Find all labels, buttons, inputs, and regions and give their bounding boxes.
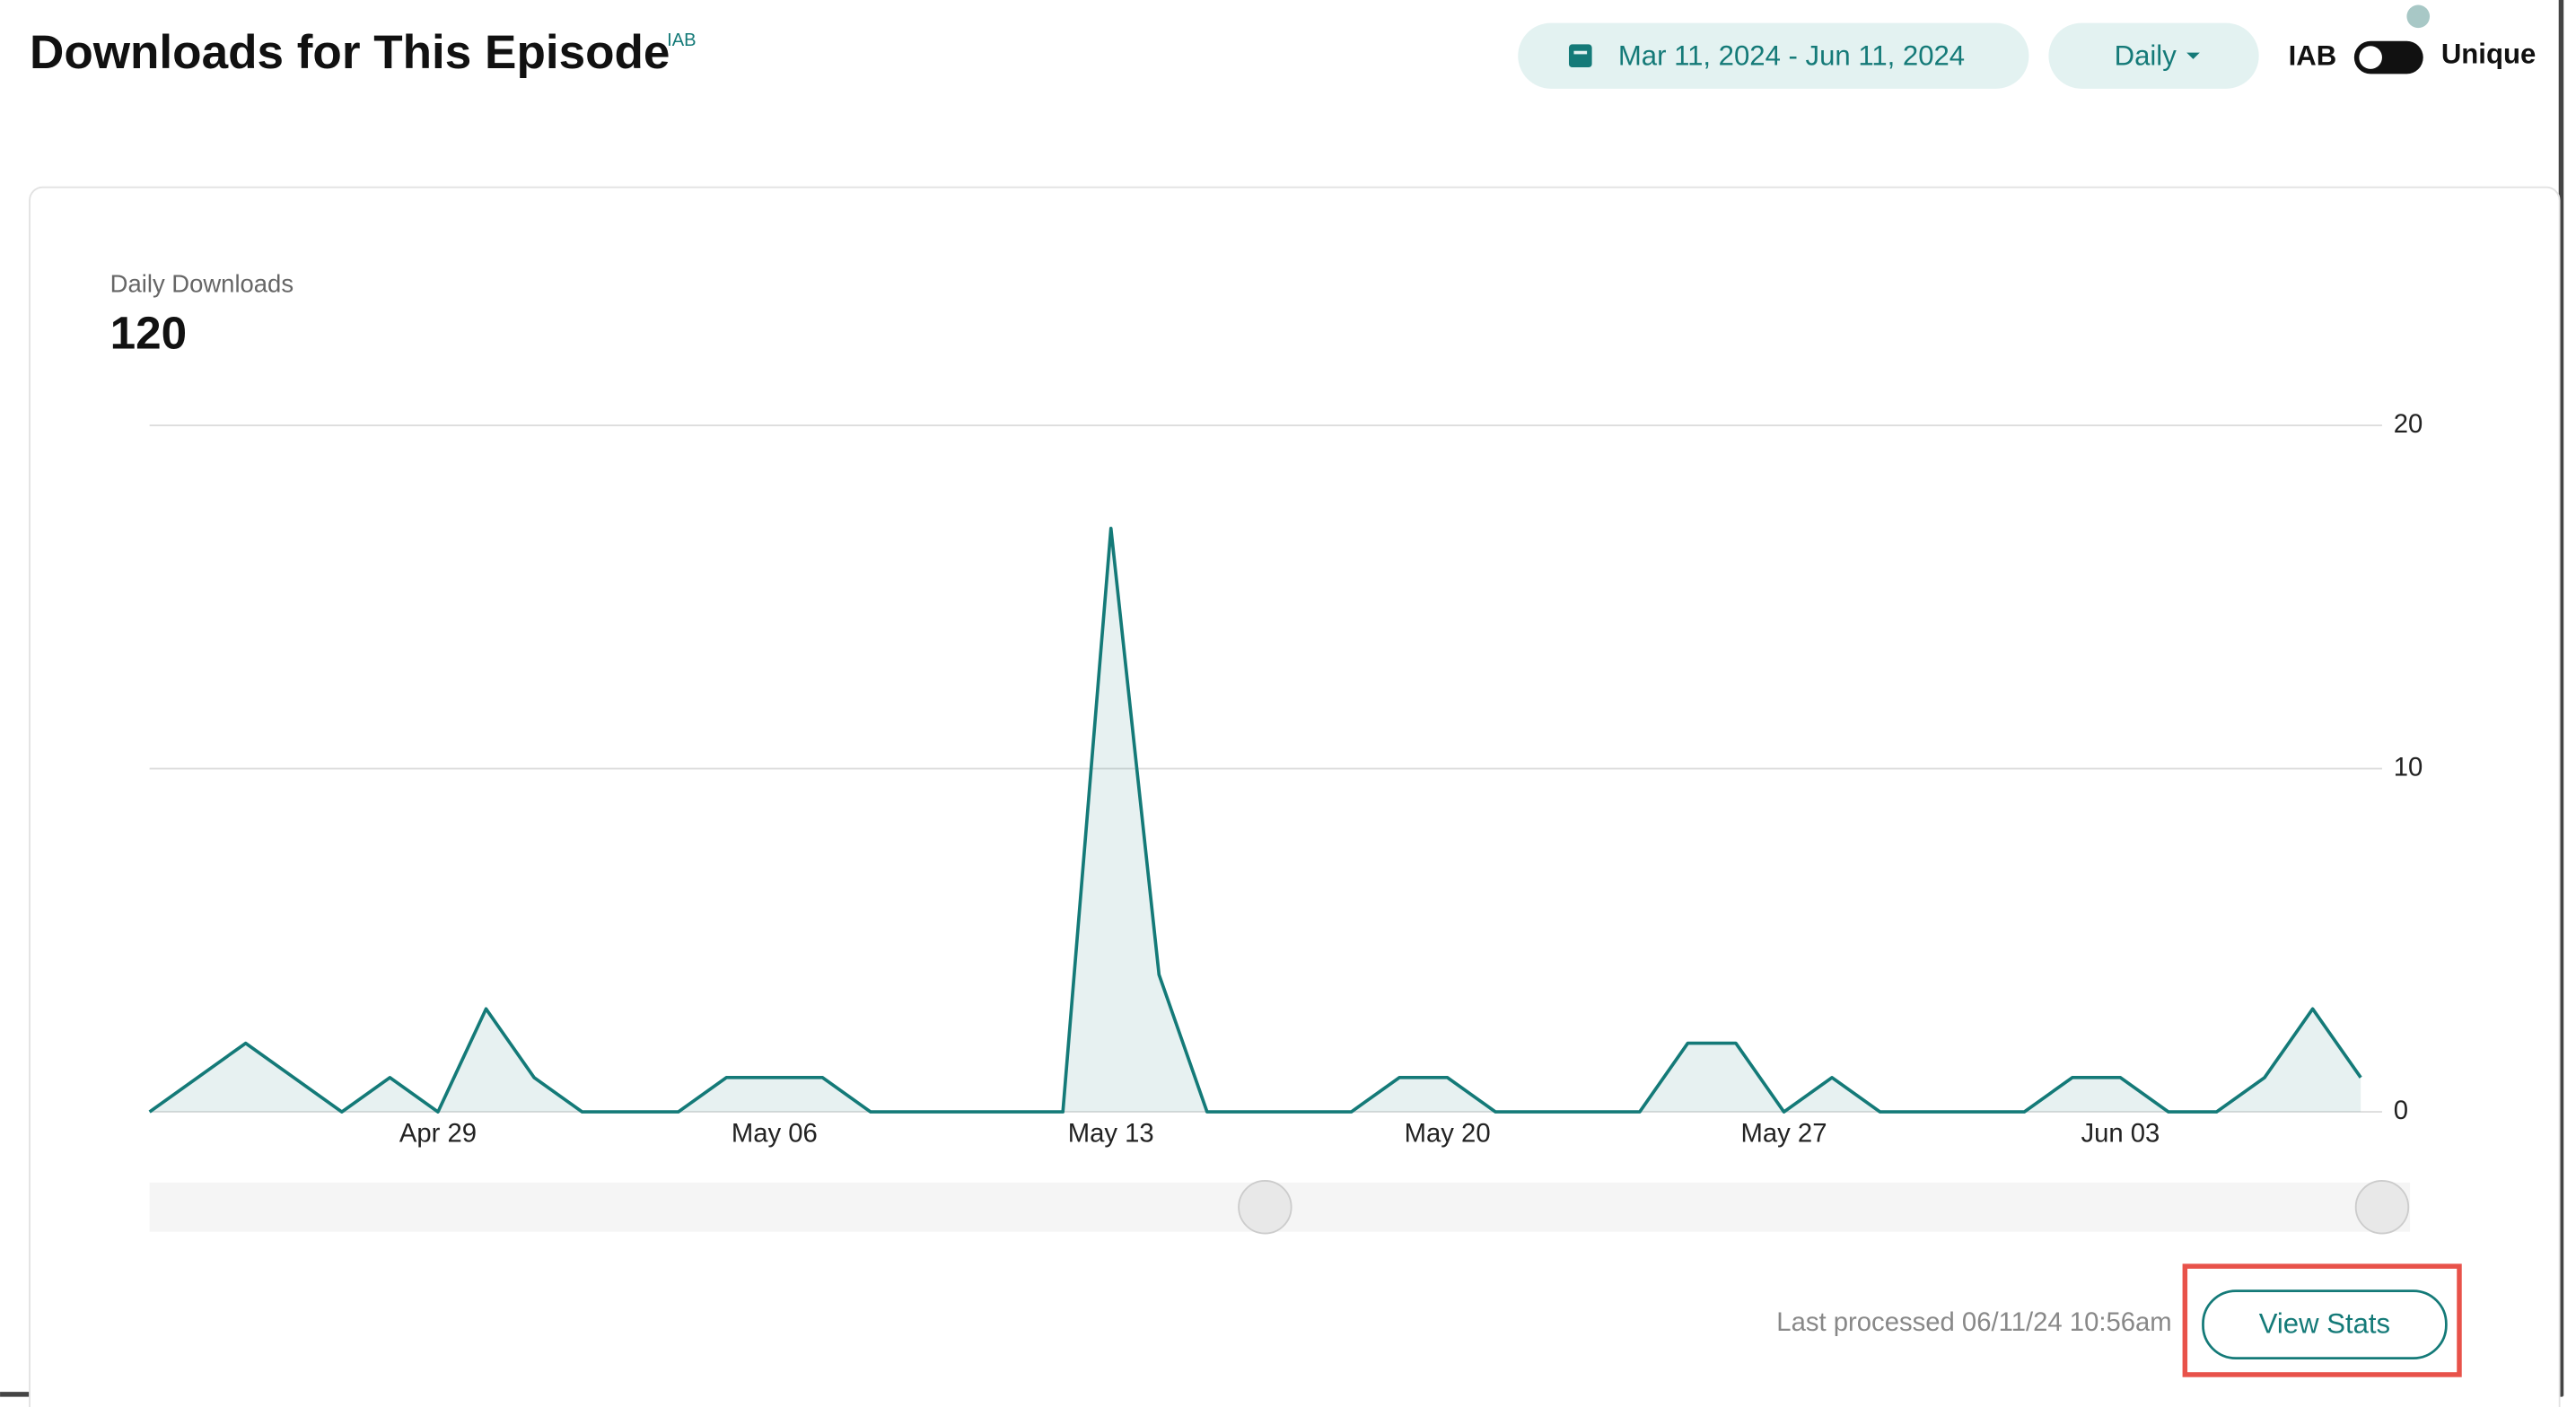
slider-handle[interactable] — [1238, 1180, 1292, 1235]
slider-handle[interactable] — [2354, 1180, 2410, 1235]
plot: 0 10 20 Apr 29 May 06 May 13 May 20 May 27 Jun 0… — [148, 409, 2423, 1148]
x-tick-label: May 13 — [1068, 1118, 1154, 1148]
interval-label: Daily — [2115, 39, 2177, 71]
date-range: Mar 11, 2024 - Jun 11, 2024 — [1618, 39, 1965, 71]
page-title: Downloads for This Episode — [30, 26, 670, 79]
toggle-knob — [2359, 46, 2382, 69]
total-downloads: 120 — [110, 308, 187, 359]
iab-badge: IAB — [667, 31, 696, 50]
x-tick-label: Apr 29 — [399, 1118, 477, 1148]
date-range-button[interactable] — [1518, 22, 2029, 89]
chart-title: Daily Downloads — [110, 270, 294, 298]
x-tick-label: May 27 — [1741, 1118, 1827, 1148]
view-stats-button[interactable] — [2202, 1289, 2448, 1360]
y-tick-label: 10 — [2394, 752, 2423, 782]
toggle-right-label: Unique — [2441, 38, 2536, 69]
view-stats-label: View Stats — [2259, 1307, 2390, 1339]
y-tick-label: 0 — [2394, 1096, 2408, 1125]
line — [148, 526, 2362, 1114]
calendar-icon-line — [1573, 50, 1588, 55]
calendar-icon — [1568, 44, 1592, 68]
x-tick-label: May 06 — [732, 1118, 818, 1148]
info-icon[interactable] — [2406, 4, 2431, 29]
x-tick-label: May 20 — [1405, 1118, 1491, 1148]
toggle-left-label: IAB — [2289, 39, 2337, 71]
x-tick-label: Jun 03 — [2081, 1118, 2160, 1148]
highlight-box — [2182, 1263, 2462, 1377]
caret — [2186, 52, 2200, 59]
interval-button[interactable] — [2048, 22, 2259, 89]
card — [29, 186, 2561, 1407]
last-processed: Last processed 06/11/24 10:56am — [1776, 1307, 2171, 1337]
y-tick-label: 20 — [2394, 409, 2423, 439]
